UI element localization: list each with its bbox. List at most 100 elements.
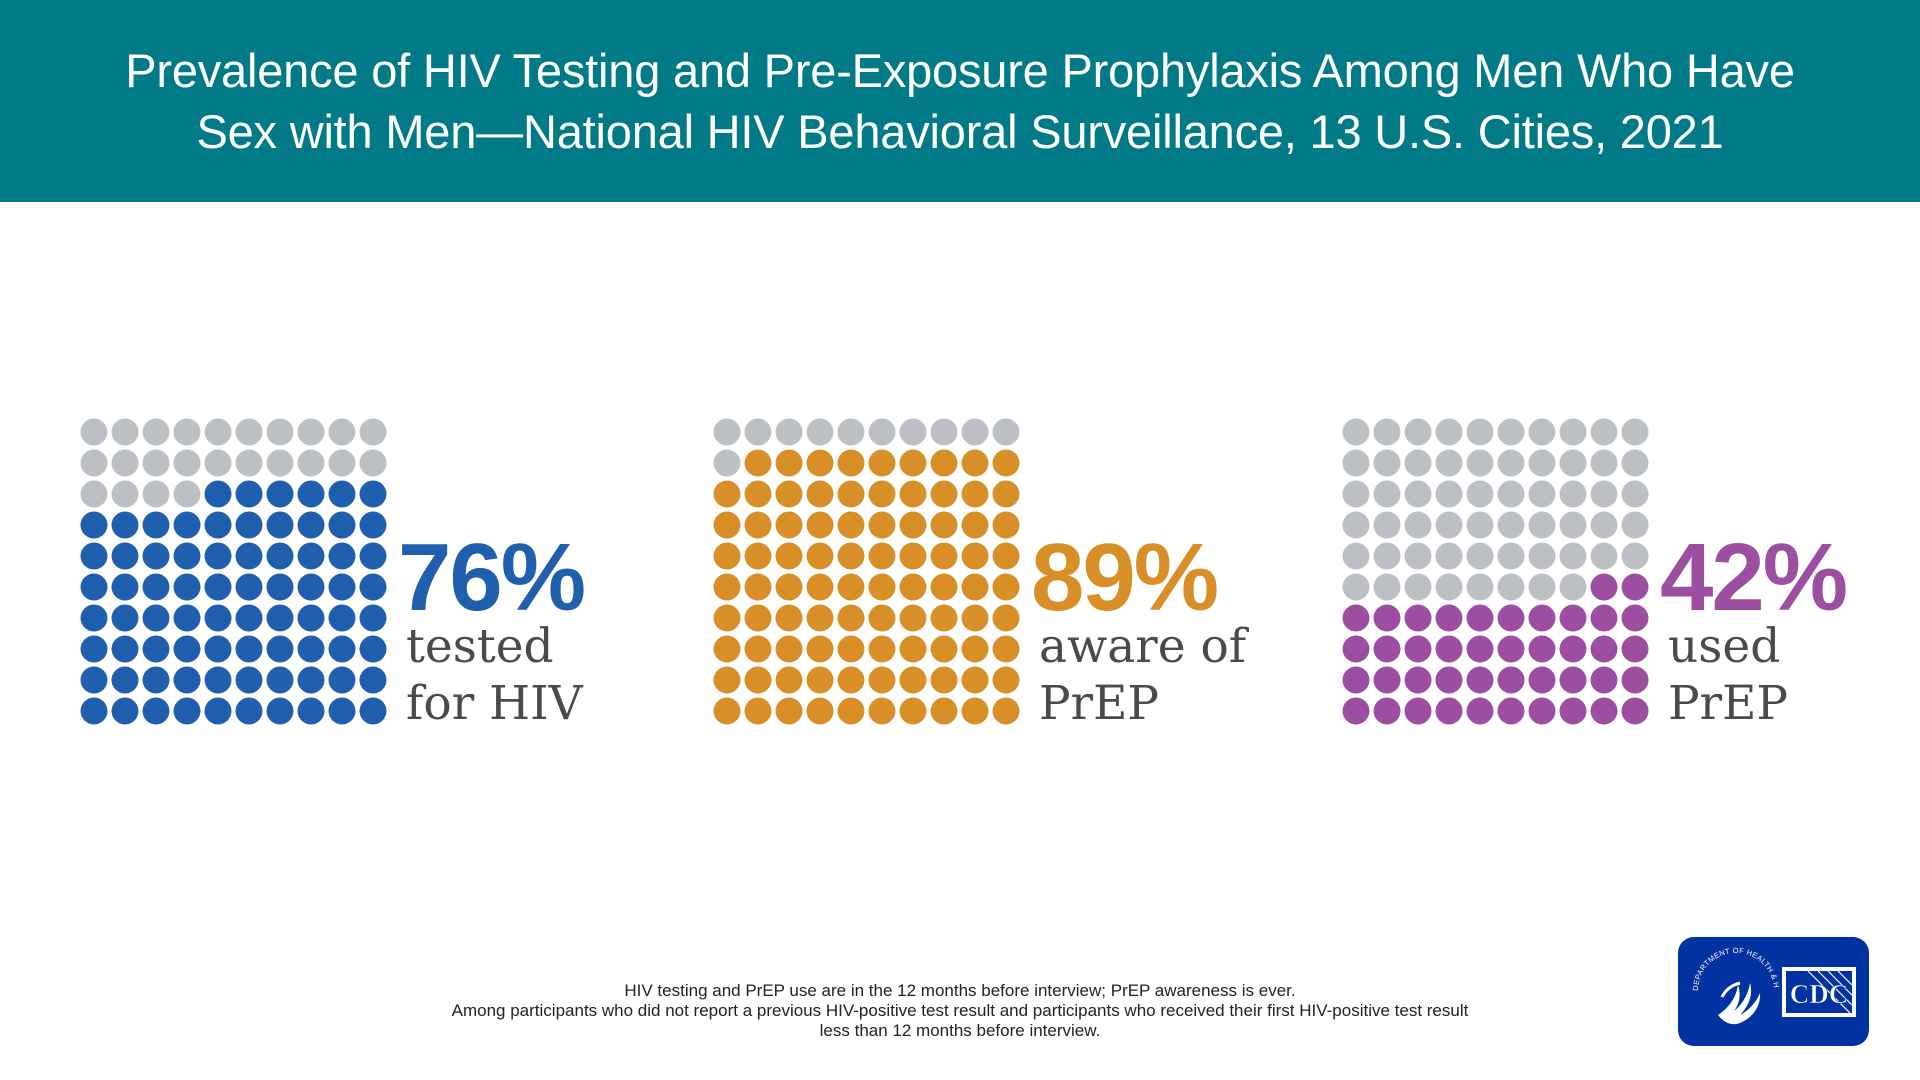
waffle-dot-empty (1590, 542, 1618, 570)
waffle-dot-filled (744, 697, 772, 725)
waffle-dot-filled (328, 697, 356, 725)
waffle-dot-filled (961, 697, 989, 725)
waffle-dot-filled (297, 697, 325, 725)
waffle-dot-empty (1342, 418, 1370, 446)
waffle-dot-filled (1404, 666, 1432, 694)
waffle-panel-prep-use: 42% used PrEP (1342, 418, 1882, 731)
waffle-dot-filled (173, 604, 201, 632)
waffle-dot-filled (297, 666, 325, 694)
waffle-dot-filled (297, 542, 325, 570)
waffle-dot-empty (1528, 573, 1556, 601)
waffle-dot-empty (1528, 480, 1556, 508)
waffle-dot-filled (868, 480, 896, 508)
waffle-dot-filled (744, 666, 772, 694)
waffle-dot-filled (930, 666, 958, 694)
waffle-dot-filled (1559, 666, 1587, 694)
waffle-dot-filled (961, 604, 989, 632)
waffle-dot-empty (1559, 418, 1587, 446)
waffle-dot-filled (1621, 666, 1649, 694)
waffle-dot-filled (80, 697, 108, 725)
percent-label: 89% (1031, 524, 1219, 631)
waffle-dot-empty (1342, 542, 1370, 570)
waffle-dot-empty (1404, 542, 1432, 570)
waffle-dot-filled (1621, 635, 1649, 663)
waffle-dot-filled (204, 635, 232, 663)
waffle-dot-filled (837, 449, 865, 477)
waffle-dot-filled (1435, 697, 1463, 725)
waffle-dot-empty (142, 418, 170, 446)
waffle-dot-filled (868, 635, 896, 663)
waffle-dot-filled (868, 511, 896, 539)
waffle-dot-filled (930, 635, 958, 663)
waffle-dot-empty (1528, 542, 1556, 570)
waffle-dot-empty (1435, 573, 1463, 601)
waffle-dot-filled (930, 511, 958, 539)
waffle-dot-filled (111, 697, 139, 725)
waffle-dot-empty (1466, 542, 1494, 570)
caption-line-2: PrEP (1039, 676, 1160, 731)
waffle-dot-filled (806, 480, 834, 508)
waffle-dot-empty (80, 418, 108, 446)
waffle-dot-filled (266, 480, 294, 508)
waffle-dot-filled (204, 511, 232, 539)
waffle-dot-empty (1404, 573, 1432, 601)
waffle-dot-filled (961, 666, 989, 694)
footnote-line-1: HIV testing and PrEP use are in the 12 m… (624, 981, 1296, 1000)
waffle-dot-filled (744, 449, 772, 477)
waffle-dot-filled (173, 666, 201, 694)
waffle-dot-filled (992, 697, 1020, 725)
waffle-dot-filled (713, 480, 741, 508)
waffle-dot-empty (173, 480, 201, 508)
waffle-dot-filled (235, 573, 263, 601)
waffle-dot-filled (1342, 635, 1370, 663)
waffle-dot-filled (111, 511, 139, 539)
waffle-dot-filled (359, 604, 387, 632)
waffle-dot-filled (173, 573, 201, 601)
waffle-dot-filled (359, 573, 387, 601)
waffle-dot-filled (1435, 666, 1463, 694)
waffle-dot-filled (1373, 697, 1401, 725)
waffle-dot-empty (1497, 573, 1525, 601)
waffle-dot-filled (111, 542, 139, 570)
percent-label: 42% (1660, 524, 1848, 631)
waffle-dot-filled (806, 635, 834, 663)
waffle-dot-empty (1621, 542, 1649, 570)
waffle-grid (80, 418, 387, 725)
waffle-dot-empty (1528, 418, 1556, 446)
waffle-dot-filled (204, 604, 232, 632)
waffle-dot-filled (1590, 573, 1618, 601)
waffle-grid (713, 418, 1020, 725)
waffle-dot-empty (1435, 449, 1463, 477)
waffle-dot-empty (837, 418, 865, 446)
waffle-dot-empty (1373, 542, 1401, 570)
waffle-dot-filled (235, 511, 263, 539)
waffle-panel-hiv-testing: 76% tested for HIV (80, 418, 620, 731)
waffle-dot-filled (930, 480, 958, 508)
seal-text: DEPARTMENT OF HEALTH & HUMAN SERVICES US… (1675, 930, 1781, 991)
waffle-dot-filled (899, 449, 927, 477)
waffle-dot-filled (1590, 635, 1618, 663)
waffle-dot-filled (1404, 697, 1432, 725)
waffle-dot-filled (173, 635, 201, 663)
waffle-dot-filled (806, 511, 834, 539)
waffle-dot-filled (868, 666, 896, 694)
waffle-dot-empty (1497, 480, 1525, 508)
waffle-dot-filled (1559, 635, 1587, 663)
waffle-dot-filled (111, 573, 139, 601)
waffle-dot-empty (1590, 449, 1618, 477)
waffle-dot-filled (744, 635, 772, 663)
waffle-dot-filled (868, 542, 896, 570)
waffle-dot-filled (744, 480, 772, 508)
waffle-dot-filled (111, 666, 139, 694)
waffle-dot-filled (173, 511, 201, 539)
waffle-dot-filled (80, 604, 108, 632)
footnote: HIV testing and PrEP use are in the 12 m… (300, 981, 1620, 1041)
waffle-dot-empty (1559, 542, 1587, 570)
waffle-dot-filled (328, 635, 356, 663)
waffle-dot-empty (1497, 449, 1525, 477)
waffle-dot-filled (837, 480, 865, 508)
waffle-dot-filled (992, 511, 1020, 539)
waffle-dot-filled (1497, 697, 1525, 725)
waffle-dot-empty (1342, 511, 1370, 539)
waffle-dot-empty (1621, 511, 1649, 539)
